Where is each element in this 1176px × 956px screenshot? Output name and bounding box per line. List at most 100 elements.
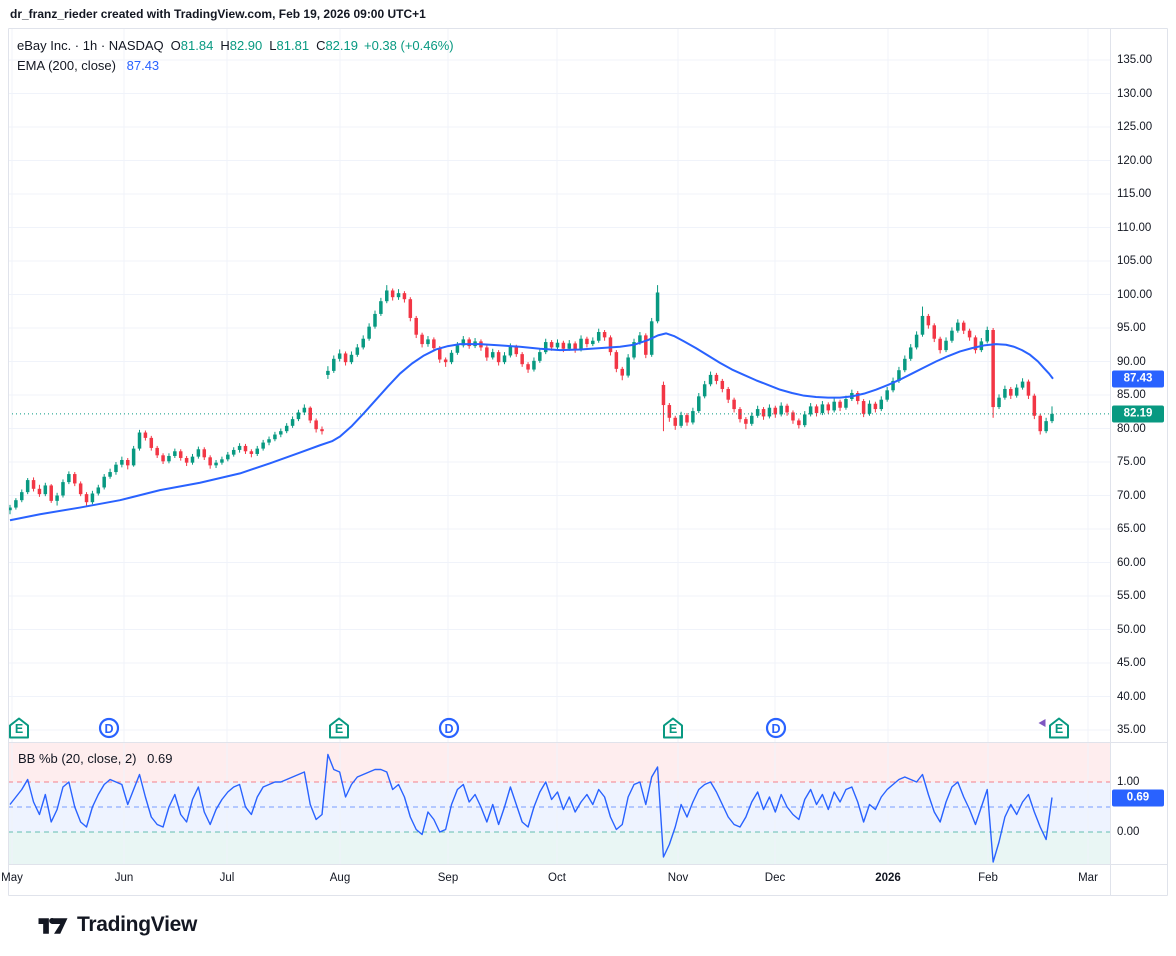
candle-body (1032, 395, 1037, 416)
bb-percent-b-line[interactable] (9, 753, 1053, 863)
price-tick-label: 130.00 (1117, 87, 1153, 100)
candle-body (196, 449, 201, 457)
bb-lower-band (8, 832, 1110, 864)
candle-body (273, 434, 277, 440)
candle-body (738, 409, 742, 420)
candle-body (502, 355, 507, 363)
time-axis[interactable]: May Jun Jul Aug Sep Oct Nov Dec 2026 Feb Mar (1, 865, 1167, 895)
time-tick-label: Dec (764, 872, 786, 884)
candle-body (455, 345, 460, 353)
candle-body (549, 342, 554, 348)
candle-body (361, 338, 365, 348)
dividend-icon (438, 717, 460, 739)
candle-body (31, 480, 36, 489)
candle-body (143, 432, 148, 438)
ema-200-line[interactable] (9, 332, 1054, 522)
candle-body (897, 370, 901, 381)
time-tick-label: Mar (1078, 872, 1098, 884)
candle-body (226, 454, 230, 460)
svg-text:E: E (335, 722, 343, 736)
candle-body (302, 407, 307, 413)
ema-label: EMA (200, close) (17, 58, 116, 73)
candle-body (490, 352, 495, 358)
symbol-legend-row[interactable]: eBay Inc. · 1h · NASDAQ O81.84 H82.90 L81.8… (17, 36, 454, 56)
candle-body (1009, 388, 1013, 396)
candle-body (508, 346, 513, 356)
candle-body (914, 334, 919, 348)
candle-body (155, 447, 159, 456)
price-tick-label: 110.00 (1117, 221, 1152, 234)
candle-body (991, 330, 995, 408)
candle-body (961, 322, 966, 331)
price-tick-label: 75.00 (1117, 456, 1146, 468)
price-axis[interactable]: 135.00 130.00 125.00 120.00 115.00 110.00 105.… (1110, 28, 1167, 742)
candle-body (326, 370, 330, 375)
dividend-badge[interactable]: D (426, 717, 460, 745)
candle-body (120, 459, 124, 465)
tradingview-logo[interactable]: TradingView (38, 911, 197, 938)
candle-body (885, 390, 889, 400)
ema-legend-row[interactable]: EMA (200, close) 87.43 (17, 56, 454, 76)
candle-body (903, 358, 907, 371)
dividend-badge[interactable]: D (86, 717, 120, 745)
candle-body (532, 360, 536, 370)
price-tick-label: 50.00 (1117, 623, 1146, 636)
earnings-badge[interactable]: E (316, 717, 350, 745)
candle-body (732, 399, 736, 410)
candle-body (349, 354, 354, 363)
candle-body (602, 332, 607, 338)
candle-body (202, 449, 207, 458)
candle-body (37, 488, 42, 495)
candle-body (55, 495, 59, 501)
candle-body (679, 415, 683, 426)
candle-body (920, 315, 925, 335)
candle-body (608, 337, 613, 353)
candle-body (561, 342, 566, 349)
bb-tick-label: 0.00 (1117, 826, 1140, 838)
ohlc-values: O81.84 H82.90 L81.81 C82.19 (164, 38, 358, 53)
earnings-badge[interactable]: E (0, 717, 30, 745)
candle-body (855, 392, 860, 402)
ema-value-badge: 87.43 (1112, 370, 1164, 388)
dividend-badge[interactable]: D (753, 717, 787, 745)
candle-body (255, 448, 260, 454)
time-tick-label: Feb (978, 872, 998, 884)
earnings-badge[interactable]: E (650, 717, 684, 745)
candle-body (867, 403, 872, 414)
candle-body (320, 429, 324, 432)
candle-body (137, 432, 142, 449)
candle-body (744, 419, 748, 424)
price-tick-label: 95.00 (1117, 322, 1146, 334)
bb-label: BB %b (20, close, 2) (18, 751, 137, 766)
candle-body (908, 347, 913, 359)
candle-body (167, 455, 171, 462)
ohlc-key: O (170, 38, 181, 53)
bb-legend-row[interactable]: BB %b (20, close, 2) 0.69 (18, 751, 172, 766)
bb-value-badge: 0.69 (1112, 789, 1164, 806)
earnings-badge[interactable]: E (1036, 717, 1070, 745)
time-tick-label: Jul (219, 872, 235, 884)
candle-body (231, 449, 236, 455)
price-tick-label: 100.00 (1117, 288, 1153, 301)
tradingview-logo-icon (38, 918, 68, 934)
candle-body (591, 340, 595, 345)
candle-body (237, 445, 242, 450)
candle-body (708, 374, 713, 385)
candle-body (367, 326, 371, 339)
candle-body (567, 343, 572, 349)
time-tick-label: 2026 (875, 872, 901, 884)
ohlc-value: 81.81 (276, 38, 310, 53)
candle-body (1026, 381, 1031, 396)
indicator-axis[interactable]: 1.00 0.00 0.69 (1110, 742, 1167, 864)
candle-body (432, 339, 436, 349)
price-tick-label: 35.00 (1117, 724, 1146, 736)
price-tick-label: 120.00 (1117, 154, 1153, 167)
time-tick-label: Oct (548, 872, 566, 884)
candle-body (14, 500, 18, 508)
price-tick-label: 80.00 (1117, 422, 1146, 435)
candle-body (190, 456, 195, 463)
tradingview-logo-text: TradingView (77, 912, 198, 936)
candle-body (555, 342, 560, 348)
